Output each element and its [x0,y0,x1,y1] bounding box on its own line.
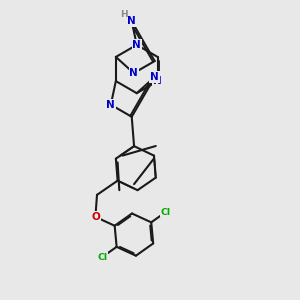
Text: N: N [129,68,138,78]
Text: N: N [106,100,115,110]
Text: N: N [150,72,159,82]
Text: Cl: Cl [160,208,171,217]
Text: N: N [128,16,136,26]
Text: N: N [153,76,162,86]
Text: Cl: Cl [97,253,107,262]
Text: O: O [91,212,100,222]
Text: N: N [132,40,141,50]
Text: H: H [120,10,127,19]
